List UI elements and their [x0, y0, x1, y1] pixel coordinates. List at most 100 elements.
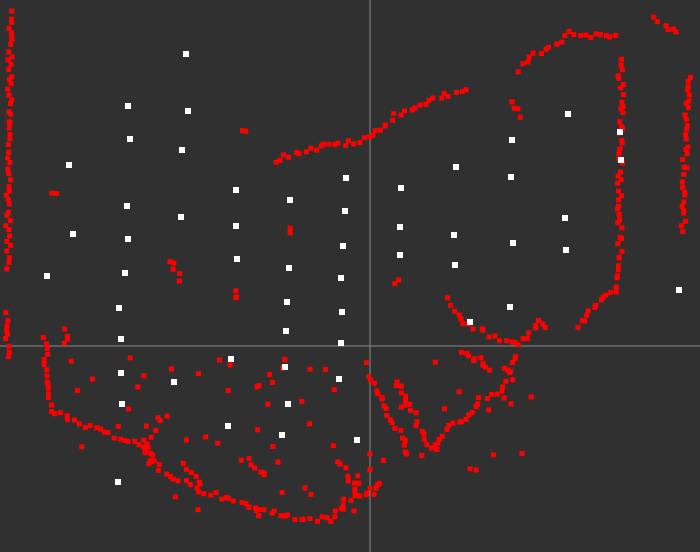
marker-point	[233, 187, 239, 193]
scan-point	[367, 485, 373, 491]
scan-point	[435, 440, 441, 446]
scan-point	[155, 467, 161, 473]
scan-point	[619, 235, 625, 241]
scan-point	[475, 401, 481, 407]
marker-point	[66, 162, 72, 168]
scan-point	[686, 98, 692, 104]
scan-point	[79, 444, 85, 450]
scan-point	[3, 223, 9, 229]
scan-point	[49, 402, 55, 408]
marker-point	[179, 147, 185, 153]
scan-point	[171, 260, 177, 266]
scan-point	[183, 437, 189, 443]
scan-point	[615, 263, 621, 269]
scan-point	[371, 380, 377, 386]
scan-point	[486, 334, 492, 340]
scan-point	[340, 502, 346, 508]
scan-point	[382, 122, 388, 128]
scan-point	[45, 381, 51, 387]
scan-point	[49, 190, 55, 196]
scan-point	[562, 32, 568, 38]
scan-point	[144, 441, 150, 447]
scan-point	[203, 434, 209, 440]
scan-point	[374, 388, 380, 394]
scan-point	[322, 366, 328, 372]
scan-point	[619, 193, 625, 199]
scan-point	[683, 136, 689, 142]
scan-point	[273, 159, 279, 165]
scan-point	[45, 391, 51, 397]
scan-point	[213, 490, 219, 496]
scan-point	[613, 32, 619, 38]
marker-point	[125, 103, 131, 109]
marker-point	[287, 197, 293, 203]
scan-point	[355, 473, 361, 479]
scan-point	[170, 266, 176, 272]
scan-point	[345, 138, 351, 144]
marker-point	[509, 137, 515, 143]
scan-point	[74, 388, 80, 394]
scan-point	[607, 34, 613, 40]
scan-point	[145, 445, 151, 451]
scan-point	[471, 358, 477, 364]
scan-point	[683, 116, 689, 122]
scan-point	[423, 101, 429, 107]
scan-point	[491, 452, 497, 458]
scan-point	[125, 438, 131, 444]
scan-point	[377, 127, 383, 133]
scan-point	[456, 389, 462, 395]
scan-point	[681, 210, 687, 216]
marker-point	[338, 340, 344, 346]
scan-point	[398, 383, 404, 389]
marker-point	[397, 252, 403, 258]
scan-point	[419, 453, 425, 459]
scan-point	[592, 304, 598, 310]
scan-point	[331, 386, 337, 392]
scan-point	[7, 233, 13, 239]
scan-point	[681, 164, 687, 170]
scan-point	[285, 512, 291, 518]
scan-point	[155, 415, 161, 421]
scan-point	[616, 211, 622, 217]
scan-point	[575, 324, 581, 330]
scan-point	[188, 470, 194, 476]
scan-point	[326, 141, 332, 147]
scan-point	[470, 326, 476, 332]
scan-point	[441, 406, 447, 412]
scan-point	[482, 364, 488, 370]
scan-point	[616, 255, 622, 261]
scan-point	[6, 188, 12, 194]
scan-point	[421, 436, 427, 442]
scan-point	[7, 136, 13, 142]
scan-point	[526, 54, 532, 60]
scan-point	[111, 435, 117, 441]
scan-point	[225, 495, 231, 501]
scan-point	[469, 409, 475, 415]
scan-point	[46, 385, 52, 391]
scan-point	[287, 225, 293, 231]
scan-point	[525, 336, 531, 342]
scan-point	[8, 41, 14, 47]
scan-point	[9, 36, 15, 42]
scan-point	[525, 59, 531, 65]
scan-point	[396, 277, 402, 283]
scan-point	[132, 438, 138, 444]
scan-point	[371, 491, 377, 497]
scan-point	[473, 404, 479, 410]
scan-point	[208, 492, 214, 498]
scan-point	[593, 31, 599, 37]
scan-point	[4, 266, 10, 272]
scan-point	[3, 310, 9, 316]
scan-point	[5, 331, 11, 337]
scan-point	[239, 500, 245, 506]
scan-point	[429, 445, 435, 451]
scan-point	[520, 336, 526, 342]
scan-point	[367, 451, 373, 457]
scan-point	[615, 188, 621, 194]
scan-point	[684, 123, 690, 129]
scan-point	[7, 131, 13, 137]
marker-point	[617, 129, 623, 135]
scan-point	[370, 132, 376, 138]
